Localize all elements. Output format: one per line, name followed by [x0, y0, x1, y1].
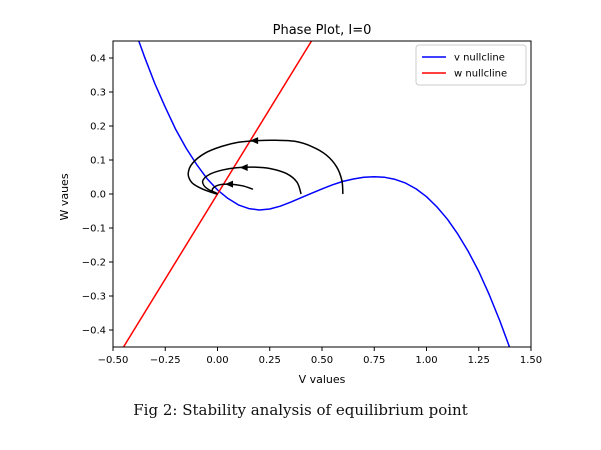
trajectory-2 [201, 166, 302, 195]
trajectory-1 [187, 139, 344, 195]
x-axis-label: V values [299, 373, 346, 386]
trajectory-arrow-3 [225, 180, 234, 188]
legend-label-v-nullcline: v nullcline [454, 53, 505, 64]
trajectory-arrow-2 [239, 163, 248, 171]
y-axis-label: W vaues [58, 173, 71, 220]
y-tick-label: −0.2 [82, 258, 106, 269]
x-tick-label: −0.50 [98, 355, 129, 366]
y-tick-label: 0.3 [90, 88, 106, 99]
x-tick-label: 1.25 [468, 355, 490, 366]
y-tick-label: −0.3 [82, 292, 106, 303]
legend-label-w-nullcline: w nullcline [454, 69, 507, 80]
axes-frame [112, 40, 532, 348]
chart-title: Phase Plot, I=0 [273, 23, 372, 38]
x-tick-label: 0.00 [206, 355, 228, 366]
series-line-v-nullcline [137, 41, 511, 347]
figure-caption: Fig 2: Stability analysis of equilibrium… [133, 401, 468, 419]
x-tick-label: 0.25 [259, 355, 281, 366]
y-tick-label: 0.0 [90, 190, 106, 201]
plot-clip-group [122, 41, 511, 347]
x-tick-label: −0.25 [150, 355, 181, 366]
legend-box [415, 44, 527, 86]
x-tick-label: 1.00 [415, 355, 437, 366]
y-tick-label: 0.4 [90, 54, 106, 65]
y-tick-label: −0.1 [82, 224, 106, 235]
y-tick-label: −0.4 [82, 326, 106, 337]
y-tick-label: 0.1 [90, 156, 106, 167]
y-tick-label: 0.2 [90, 122, 106, 133]
x-tick-label: 0.75 [363, 355, 385, 366]
trajectory-3 [211, 183, 254, 195]
trajectory-arrow-1 [250, 137, 259, 145]
plot-area [122, 41, 511, 347]
x-tick-label: 0.50 [311, 355, 333, 366]
axes: −0.50 −0.25 0.00 0.25 0.50 0.75 1.00 1.25 1.50 −0… [82, 40, 542, 366]
legend: v nullcline w nullcline [415, 44, 527, 86]
x-tick-label: 1.50 [520, 355, 542, 366]
